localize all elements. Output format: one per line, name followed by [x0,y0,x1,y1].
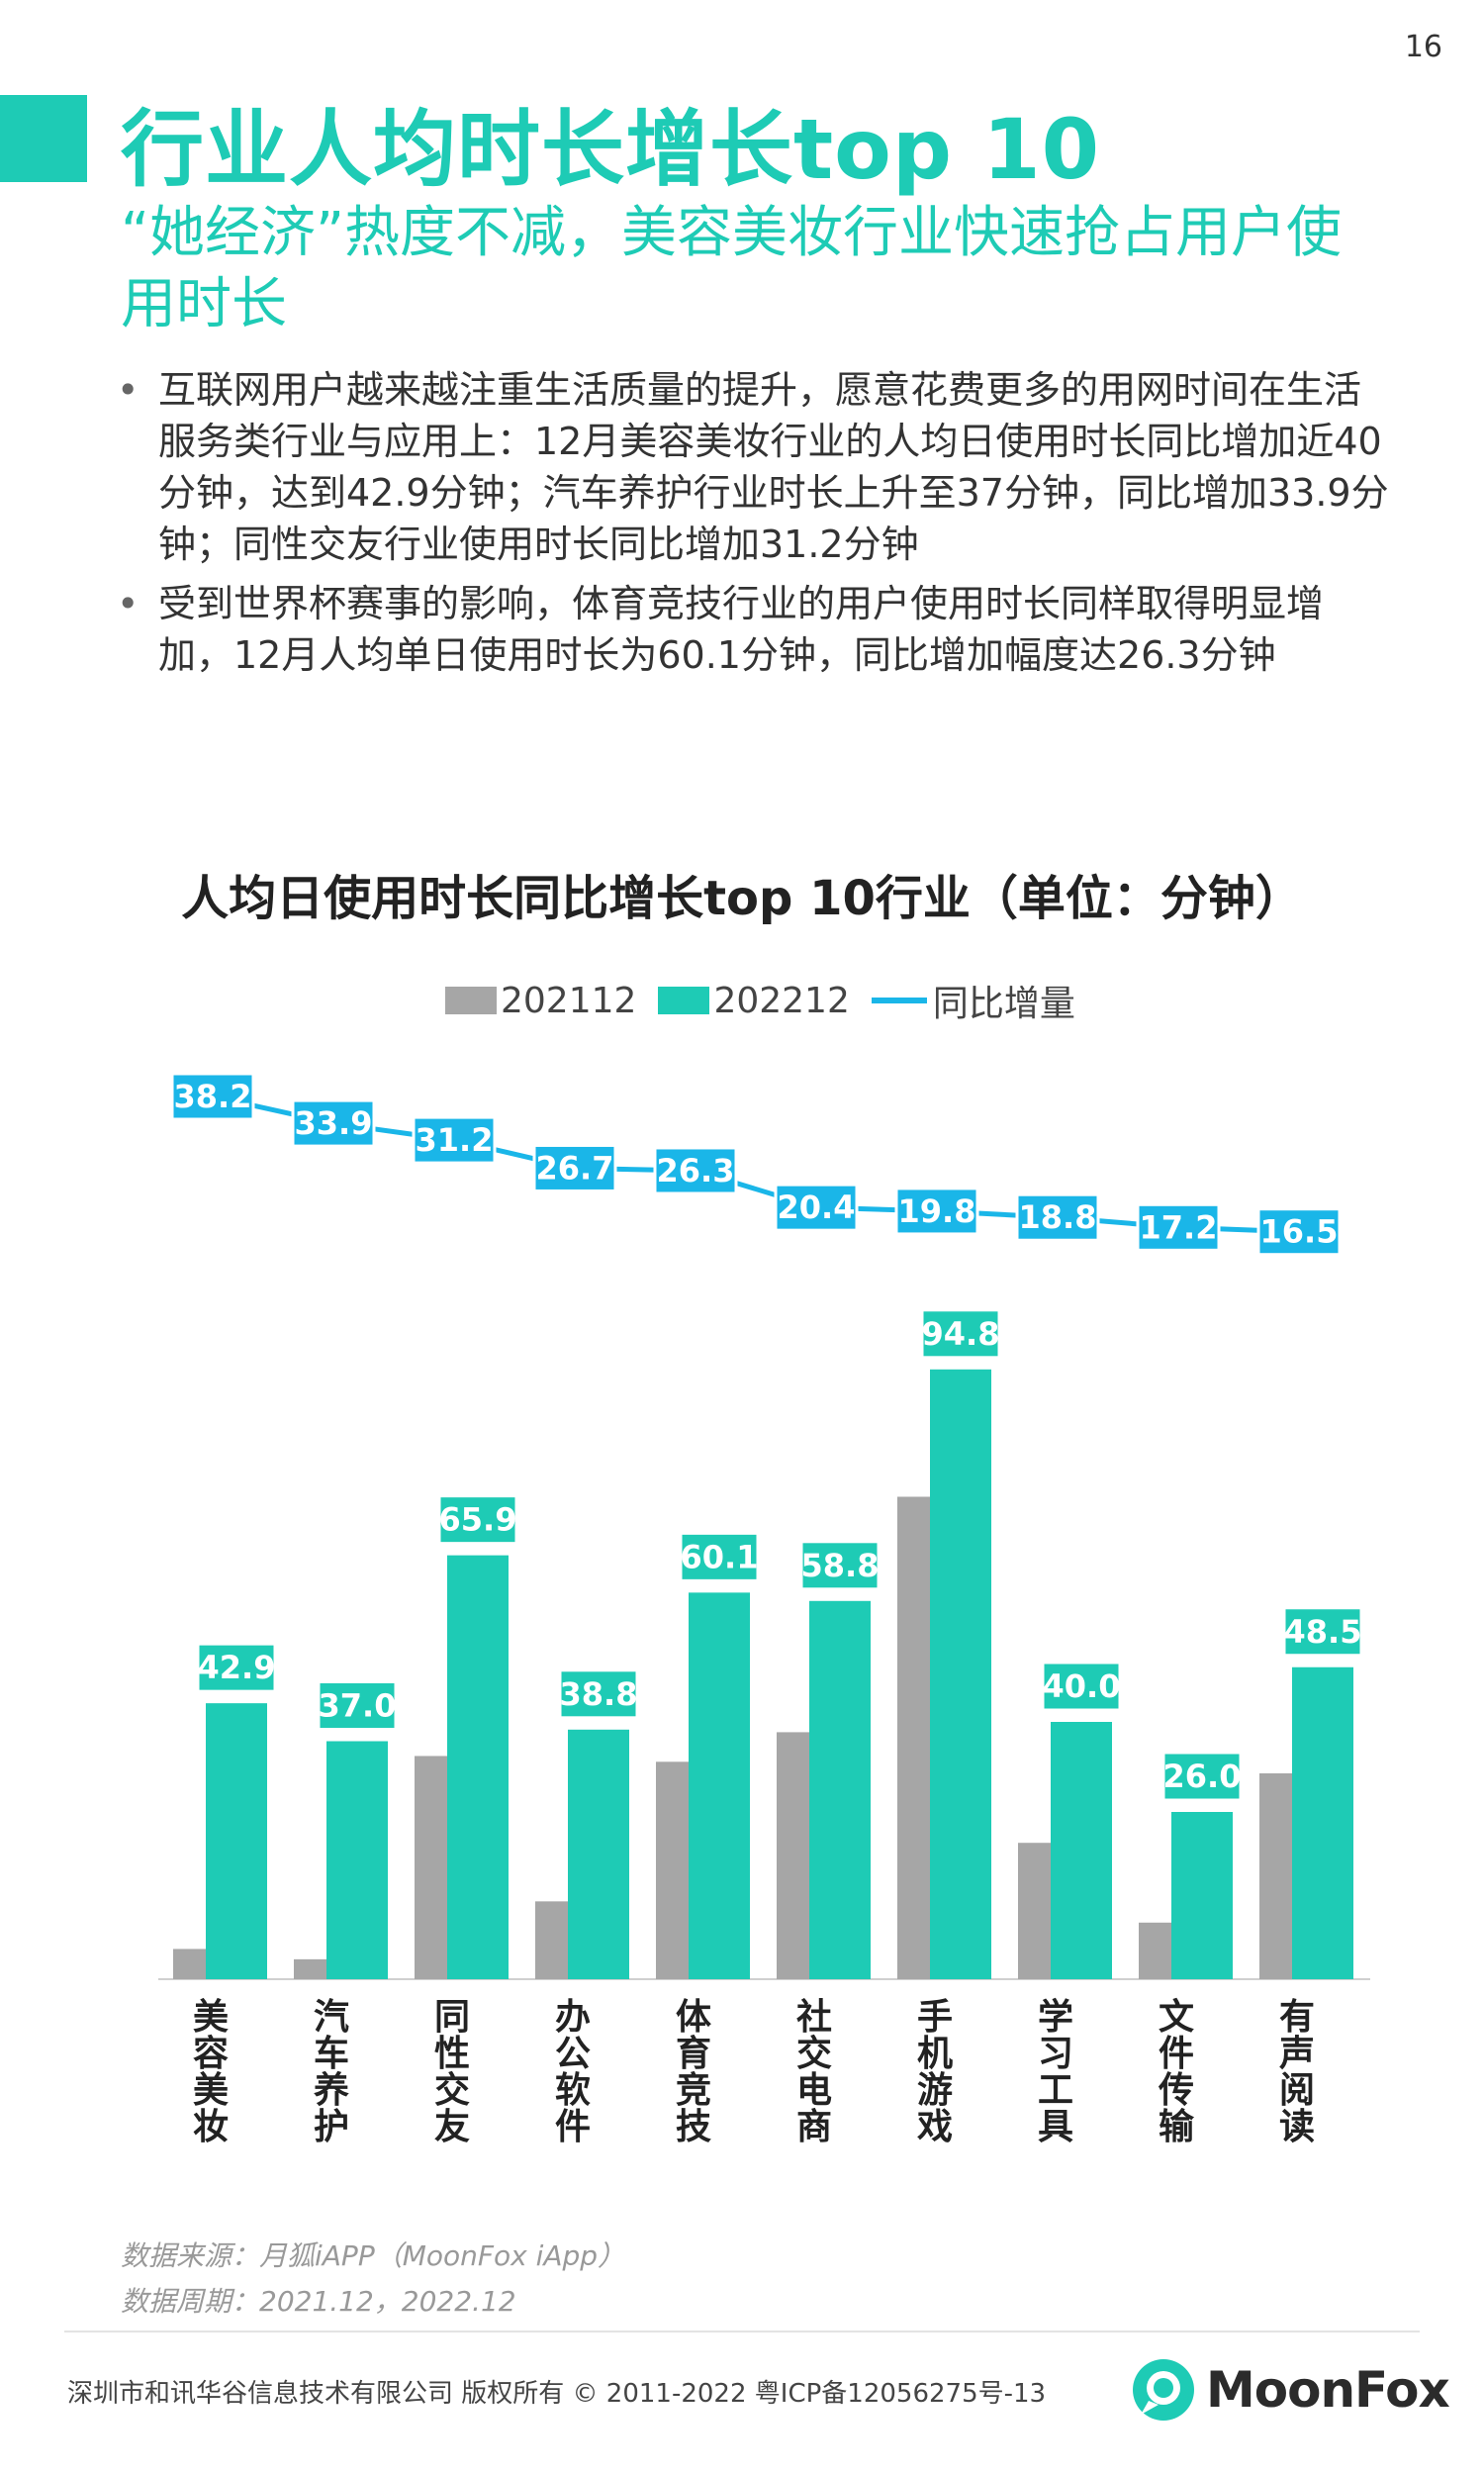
legend-item-202212: 202212 [658,980,850,1021]
bar-value-label-box [317,1680,398,1731]
increase-value-label-box [412,1115,497,1165]
bar-value-label-box [920,1308,1001,1360]
bar-value-label: 37.0 [319,1687,397,1725]
legend-item-increase: 同比增量 [871,975,1075,1026]
bar-202212 [1292,1666,1353,1979]
increase-value-label-box [291,1098,376,1148]
increase-value-label-box [894,1187,979,1236]
category-label: 文件传输 [1158,1997,1195,2147]
bar-value-label-box [679,1531,760,1582]
category-label: 同性交友 [434,1997,470,2147]
increase-value-label: 26.3 [657,1152,735,1189]
increase-line [212,1094,1300,1235]
legend-swatch-gray [445,987,497,1014]
bar-value-label: 94.8 [922,1315,1000,1353]
bar-value-label: 42.9 [198,1649,276,1686]
legend-label: 同比增量 [932,984,1075,1024]
data-source-note: 数据来源：月狐iAPP（MoonFox iApp） [121,2239,626,2272]
bar-202112 [294,1958,326,1979]
increase-value-label: 38.2 [174,1078,252,1115]
bar-202212 [568,1729,629,1979]
legend-label: 202212 [713,980,850,1021]
increase-value-label-box [1136,1202,1221,1252]
increase-value-label: 18.8 [1019,1198,1097,1236]
bar-202112 [173,1949,206,1979]
increase-value-label-box [774,1183,859,1232]
bar-value-label-box [1041,1661,1122,1712]
bullet-item: 互联网用户越来越注重生活质量的提升，愿意花费更多的用网时间在生活服务类行业与应用… [117,364,1393,570]
increase-value-label-box [1015,1192,1100,1242]
increase-value-label: 20.4 [778,1189,856,1226]
chart-title: 人均日使用时长同比增长top 10行业（单位：分钟） [181,871,1303,926]
bar-202112 [777,1732,809,1979]
bar-202212 [447,1555,509,1979]
increase-value-label-box [1256,1207,1342,1257]
category-label: 体育竞技 [676,1997,711,2147]
bar-value-label: 60.1 [681,1538,759,1575]
bar-value-label-box [196,1642,277,1693]
bar-value-label-box [558,1668,639,1720]
bar-value-label-box [1282,1606,1363,1658]
bar-value-label-box [1161,1751,1243,1802]
bar-value-label: 65.9 [439,1501,517,1539]
category-label: 办公软件 [555,1997,591,2147]
legend-label: 202112 [501,980,637,1021]
moonfox-logo-icon [1133,2359,1194,2421]
bar-value-label-box [437,1494,518,1546]
bar-value-label: 38.8 [560,1675,638,1713]
page-subtitle: “她经济”热度不减，美容美妆行业快速抢占用户使用时长 [121,201,1343,336]
category-label: 学习工具 [1038,1996,1073,2147]
bar-202212 [930,1369,991,1979]
increase-value-label: 16.5 [1260,1213,1339,1251]
bullet-list: 互联网用户越来越注重生活质量的提升，愿意花费更多的用网时间在生活服务类行业与应用… [117,364,1393,689]
chart-legend: 202112 202212 同比增量 [445,975,1097,1026]
bar-202112 [1018,1843,1051,1979]
bar-value-label: 26.0 [1163,1758,1242,1795]
increase-value-label-box [653,1146,738,1195]
category-label: 社交电商 [796,1997,832,2147]
logo-text: MoonFox [1206,2361,1450,2419]
bar-202112 [1259,1773,1292,1979]
title-accent-block [0,95,87,182]
page-title: 行业人均时长增长top 10 [121,101,1101,198]
data-period-note: 数据周期：2021.12，2022.12 [121,2285,516,2318]
legend-item-202112: 202112 [445,981,636,1021]
bar-value-label-box [799,1540,881,1591]
bar-202112 [415,1756,447,1979]
legend-line-blue [871,998,927,1003]
copyright-text: 深圳市和讯华谷信息技术有限公司 版权所有 © 2011-2022 粤ICP备12… [67,2379,1047,2409]
bar-value-label: 58.8 [801,1547,880,1584]
bar-line-chart: 42.9 美容美妆 37.0 汽车养护 65.9 同性交友 38.8 办公软件 60.1 体育竞技… [158,1072,1370,2147]
bar-202112 [535,1901,568,1979]
increase-value-label-box [170,1072,255,1121]
increase-value-label-box [532,1143,617,1192]
category-label: 手机游戏 [917,1997,953,2147]
footer-divider [64,2331,1420,2332]
bar-202212 [206,1703,267,1979]
bar-202212 [1171,1812,1233,1979]
moonfox-logo: MoonFox [1131,2357,1450,2423]
bar-202212 [326,1741,388,1979]
bar-202112 [1139,1922,1171,1979]
increase-value-label: 33.9 [295,1104,373,1142]
category-label: 有声阅读 [1279,1997,1315,2147]
legend-swatch-teal [658,987,710,1014]
bar-202212 [809,1600,871,1979]
increase-value-label: 26.7 [536,1149,614,1187]
bar-202112 [656,1761,689,1979]
bar-202212 [1051,1722,1112,1979]
bar-202112 [897,1496,930,1979]
bullet-item: 受到世界杯赛事的影响，体育竞技行业的用户使用时长同样取得明显增加，12月人均单日… [117,578,1393,681]
bar-202212 [689,1592,750,1979]
increase-value-label: 17.2 [1140,1208,1218,1246]
category-label: 美容美妆 [193,1997,229,2147]
increase-value-label: 31.2 [416,1121,494,1159]
bar-value-label: 40.0 [1043,1667,1121,1705]
page-number: 16 [1404,30,1442,64]
bar-value-label: 48.5 [1284,1613,1362,1651]
category-label: 汽车养护 [314,1997,349,2147]
increase-value-label: 19.8 [898,1192,976,1230]
